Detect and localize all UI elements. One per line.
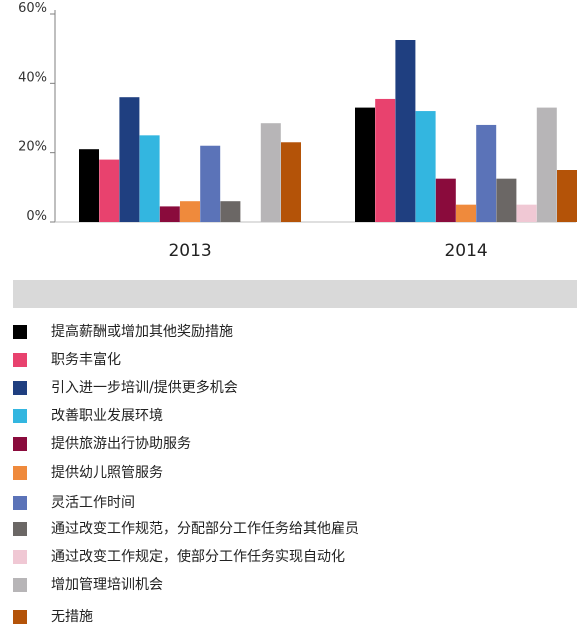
bar [119,97,140,222]
legend-swatch [13,610,27,624]
legend-swatch [13,522,27,536]
bar [415,111,436,222]
legend-swatch [13,409,27,423]
y-tick-label: 40% [18,70,47,85]
legend-swatch [13,437,27,451]
legend-item: 职务丰富化 [13,350,121,370]
bars [79,40,577,222]
bar [516,204,537,222]
legend-item: 增加管理培训机会 [13,575,163,595]
legend-item: 引入进一步培训/提供更多机会 [13,378,238,398]
legend-item: 通过改变工作规定，使部分工作任务实现自动化 [13,547,345,567]
legend-item: 改善职业发展环境 [13,406,163,426]
bar [557,170,577,222]
divider-band [13,280,577,308]
x-category-label: 2013 [168,241,211,261]
legend-item: 提供旅游出行协助服务 [13,434,191,454]
legend-item: 提高薪酬或增加其他奖励措施 [13,322,233,342]
legend-item: 通过改变工作规范，分配部分工作任务给其他雇员 [13,519,359,539]
legend-label: 职务丰富化 [51,352,121,368]
bar [496,178,517,222]
legend-label: 提供幼儿照管服务 [51,465,163,481]
bar [355,107,375,222]
bar [536,107,557,222]
legend-swatch [13,550,27,564]
bar-chart: 0% 20% 40% 60% 2013 2014 [18,1,577,261]
legend-label: 提高薪酬或增加其他奖励措施 [51,324,233,340]
y-tick-label: 60% [18,1,47,16]
bar [139,135,160,222]
y-tick-label: 20% [18,140,47,155]
legend-item: 无措施 [13,607,93,627]
legend-label: 无措施 [51,609,93,625]
bar [159,206,180,222]
legend-label: 通过改变工作规范，分配部分工作任务给其他雇员 [51,521,359,537]
bar [220,201,241,222]
bar [260,123,281,222]
bar [395,40,416,222]
y-tick-label: 0% [26,209,47,224]
x-category-label: 2014 [444,241,487,261]
bar [180,201,200,222]
legend-label: 改善职业发展环境 [51,408,163,424]
bar [476,124,497,222]
legend-swatch [13,578,27,592]
legend-label: 通过改变工作规定，使部分工作任务实现自动化 [51,549,345,565]
legend-item: 提供幼儿照管服务 [13,463,163,483]
legend-swatch [13,353,27,367]
bar [435,178,456,222]
bar [281,142,301,222]
bar [375,98,396,222]
bar [200,145,221,222]
legend-label: 增加管理培训机会 [51,577,163,593]
legend-swatch [13,466,27,480]
legend-swatch [13,496,27,510]
bar [456,204,476,222]
legend-label: 灵活工作时间 [51,495,135,511]
legend-swatch [13,325,27,339]
legend-swatch [13,381,27,395]
bar [99,159,120,222]
x-axis-labels: 2013 2014 [168,241,487,261]
legend-label: 提供旅游出行协助服务 [51,436,191,452]
legend-item: 灵活工作时间 [13,493,135,513]
legend-label: 引入进一步培训/提供更多机会 [51,380,238,396]
bar [79,149,99,222]
